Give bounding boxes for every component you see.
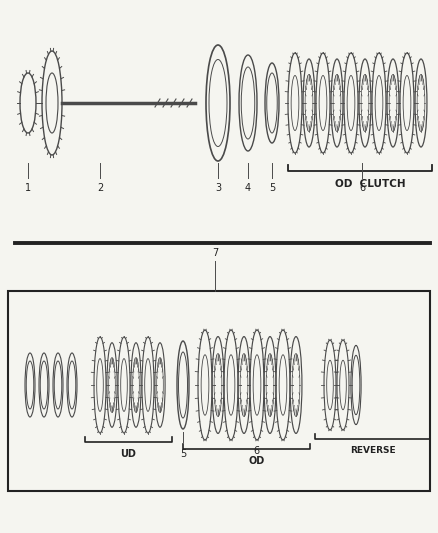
- Text: 1: 1: [25, 183, 31, 193]
- Text: 6: 6: [359, 183, 365, 193]
- Text: 4: 4: [245, 183, 251, 193]
- Text: 5: 5: [269, 183, 275, 193]
- Text: OD  CLUTCH: OD CLUTCH: [335, 179, 405, 189]
- Text: 2: 2: [97, 183, 103, 193]
- Text: UD: UD: [120, 449, 137, 459]
- Text: 7: 7: [212, 248, 218, 258]
- Bar: [8, 291, 430, 491]
- Text: 3: 3: [215, 183, 221, 193]
- Text: 6: 6: [254, 446, 260, 456]
- Text: 5: 5: [180, 449, 186, 459]
- Text: OD: OD: [248, 456, 265, 466]
- Text: REVERSE: REVERSE: [350, 446, 396, 455]
